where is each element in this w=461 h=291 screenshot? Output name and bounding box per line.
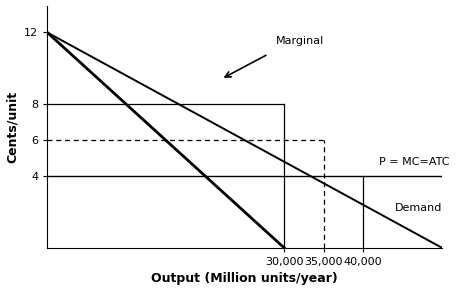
Y-axis label: Cents/unit: Cents/unit [6,91,18,163]
Text: P = MC=ATC: P = MC=ATC [379,157,449,167]
X-axis label: Output (Million units/year): Output (Million units/year) [151,272,338,285]
Text: Marginal: Marginal [276,36,325,47]
Text: Demand: Demand [395,203,442,213]
